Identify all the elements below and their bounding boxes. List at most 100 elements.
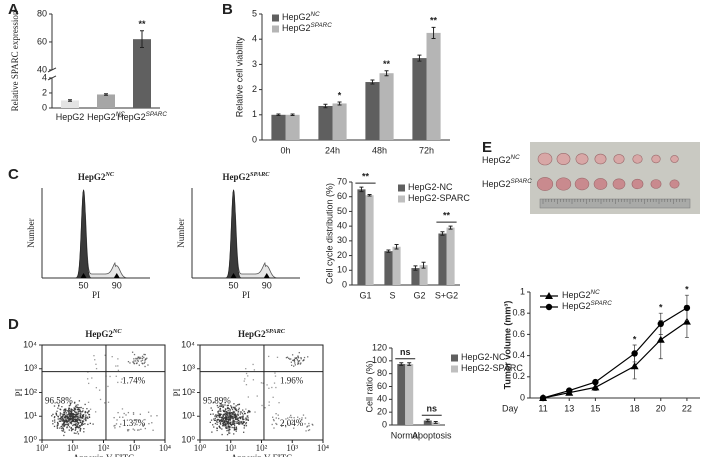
event-dot [290, 414, 292, 417]
event-dot [264, 407, 266, 409]
event-dot [78, 409, 81, 411]
event-dot [226, 433, 229, 436]
event-dot [226, 430, 228, 432]
panel-label: E [482, 139, 492, 156]
event-dot [60, 426, 62, 428]
event-dot [73, 408, 76, 410]
event-dot [223, 413, 226, 415]
event-dot [227, 422, 230, 424]
event-dot [226, 427, 228, 430]
event-dot [138, 364, 140, 366]
x-tick-label-base: HepG2 [87, 112, 116, 122]
event-dot [63, 434, 65, 437]
tumor [613, 154, 625, 164]
event-dot [70, 429, 73, 432]
event-dot [232, 406, 235, 409]
panel-label: A [8, 1, 19, 18]
event-dot [77, 406, 80, 409]
annotation: * [659, 303, 663, 313]
event-dot [224, 415, 227, 417]
event-dot [260, 382, 263, 384]
event-dot [65, 421, 68, 423]
panel-label: D [8, 316, 19, 333]
event-dot [218, 420, 221, 423]
quadrant-label: 1.96% [280, 376, 304, 386]
event-dot [77, 418, 80, 420]
photo-label-base: HepG2 [482, 179, 511, 189]
y-axis-label: Relative cell viability [234, 36, 244, 117]
event-dot [79, 429, 81, 431]
event-dot [80, 413, 82, 415]
panel-label: C [8, 166, 19, 183]
y-tick-label: 0 [252, 134, 257, 144]
event-dot [88, 416, 91, 418]
tumor [593, 178, 608, 190]
event-dot [290, 358, 292, 360]
legend-label-base: HepG2-SPARC [461, 363, 523, 373]
chart-title-sup: SPARC [266, 328, 286, 335]
event-dot [122, 416, 124, 418]
x-tick-label: S+G2 [435, 290, 458, 300]
event-dot [74, 406, 77, 408]
event-dot [98, 389, 101, 391]
event-dot [287, 417, 289, 419]
event-dot [222, 419, 225, 421]
event-dot [297, 357, 300, 359]
event-dot [81, 420, 84, 422]
event-dot [80, 419, 82, 421]
event-dot [227, 416, 230, 418]
event-dot [296, 358, 298, 361]
event-dot [213, 426, 215, 428]
event-dot [222, 406, 225, 408]
event-dot [79, 414, 81, 416]
x-tick-label: G2 [413, 290, 425, 300]
y-tick-label: 30 [337, 235, 347, 245]
tumor [669, 179, 680, 189]
event-dot [223, 421, 226, 423]
event-dot [94, 411, 97, 413]
event-dot [221, 420, 224, 422]
legend-label-base: HepG2-SPARC [408, 193, 470, 203]
plot-frame [199, 344, 324, 441]
event-dot [235, 426, 238, 428]
event-dot [75, 427, 77, 429]
event-dot [79, 430, 81, 432]
legend-label: HepG2-SPARC [461, 363, 523, 373]
event-dot [274, 375, 277, 377]
event-dot [77, 422, 79, 424]
event-dot [78, 400, 81, 402]
y-tick-label: 60 [337, 191, 347, 201]
event-dot [286, 356, 289, 358]
event-dot [212, 413, 214, 415]
marker [545, 292, 553, 299]
event-dot [76, 426, 78, 428]
error-bar [448, 225, 453, 230]
tumor [594, 153, 607, 165]
event-dot [238, 423, 240, 426]
bar [285, 114, 300, 140]
event-dot [247, 411, 249, 414]
event-dot [70, 421, 72, 423]
event-dot [79, 421, 82, 423]
event-dot [220, 410, 222, 412]
event-dot [268, 404, 270, 407]
event-dot [109, 375, 111, 378]
event-dot [233, 410, 235, 413]
marker [656, 335, 665, 343]
event-dot [136, 423, 138, 426]
y-tick-label: 60 [377, 381, 387, 391]
event-dot [215, 421, 218, 423]
event-dot [72, 420, 75, 422]
event-dot [226, 412, 229, 414]
event-dot [68, 426, 71, 428]
event-dot [120, 381, 123, 383]
legend-label-sup: SPARC [591, 300, 613, 307]
event-dot [253, 369, 256, 371]
event-dot [225, 427, 227, 429]
event-dot [233, 413, 235, 415]
event-dot [211, 409, 213, 412]
event-dot [113, 425, 115, 427]
event-dot [73, 418, 76, 421]
event-dot [245, 423, 247, 425]
chart-title-sup: NC [104, 171, 115, 178]
